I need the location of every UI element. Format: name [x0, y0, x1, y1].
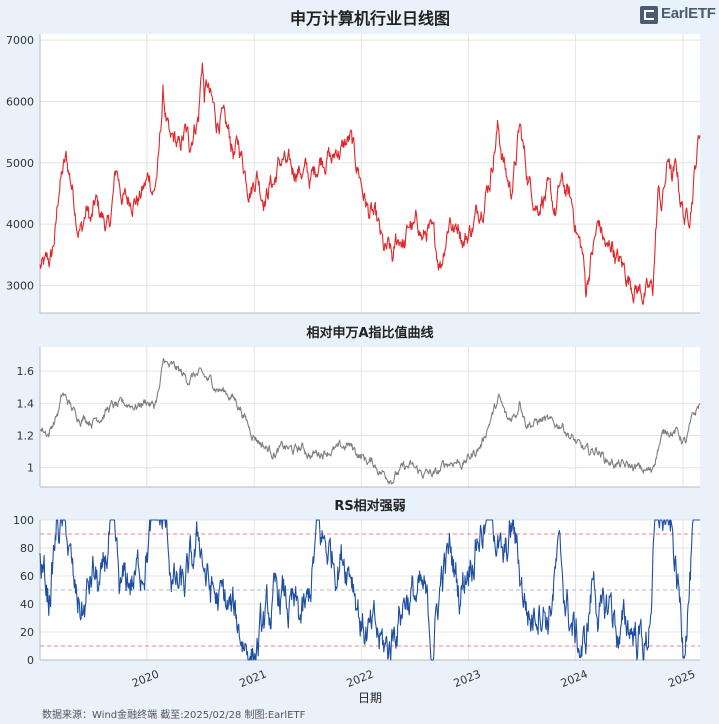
plot-area	[40, 347, 700, 487]
chart-panel-1: 3000 4000 5000 6000 7000 申万计算机行业日线图	[6, 9, 701, 314]
y-tick-label: 0	[27, 654, 34, 667]
x-tick-label: 2020	[130, 667, 161, 690]
series-line	[39, 519, 700, 661]
x-axis-label: 日期	[358, 691, 382, 705]
x-tick-label: 2024	[559, 667, 590, 690]
y-tick-label: 60	[20, 570, 34, 583]
earletf-logo: EarlETF	[640, 5, 716, 28]
y-tick-label: 40	[20, 598, 34, 611]
data-source-note: 数据来源：Wind金融终端 截至:2025/02/28 制图:EarlETF	[42, 710, 306, 721]
series-line	[39, 62, 701, 305]
y-tick-label: 1.4	[17, 397, 35, 410]
y-tick-label: 6000	[6, 95, 34, 108]
y-tick-label: 1.6	[17, 365, 35, 378]
y-tick-label: 100	[13, 514, 34, 527]
y-tick-label: 7000	[6, 34, 34, 47]
y-tick-label: 3000	[6, 279, 34, 292]
x-tick-label: 2023	[452, 667, 483, 690]
panel-title: RS相对强弱	[334, 498, 405, 514]
panel-title: 相对申万A指比值曲线	[306, 325, 433, 341]
series-line	[39, 357, 701, 485]
chart-panel-2: 1 1.2 1.4 1.6 相对申万A指比值曲线	[17, 325, 701, 488]
y-tick-label: 1	[27, 462, 34, 475]
logo-text: EarlETF	[661, 5, 716, 22]
chart-panel-3: 0 20 40 60 80 100 RS相对强弱	[13, 498, 700, 667]
panel-title: 申万计算机行业日线图	[290, 9, 450, 28]
y-tick-label: 5000	[6, 157, 34, 170]
plot-area	[40, 34, 700, 313]
x-tick-label: 2021	[238, 667, 269, 690]
y-tick-label: 1.2	[17, 430, 35, 443]
x-tick-label: 2025	[666, 667, 697, 690]
y-tick-label: 80	[20, 542, 34, 555]
y-tick-label: 20	[20, 626, 34, 639]
x-tick-label: 2022	[345, 667, 376, 690]
logo-mark-icon	[640, 6, 658, 24]
y-tick-label: 4000	[6, 218, 34, 231]
